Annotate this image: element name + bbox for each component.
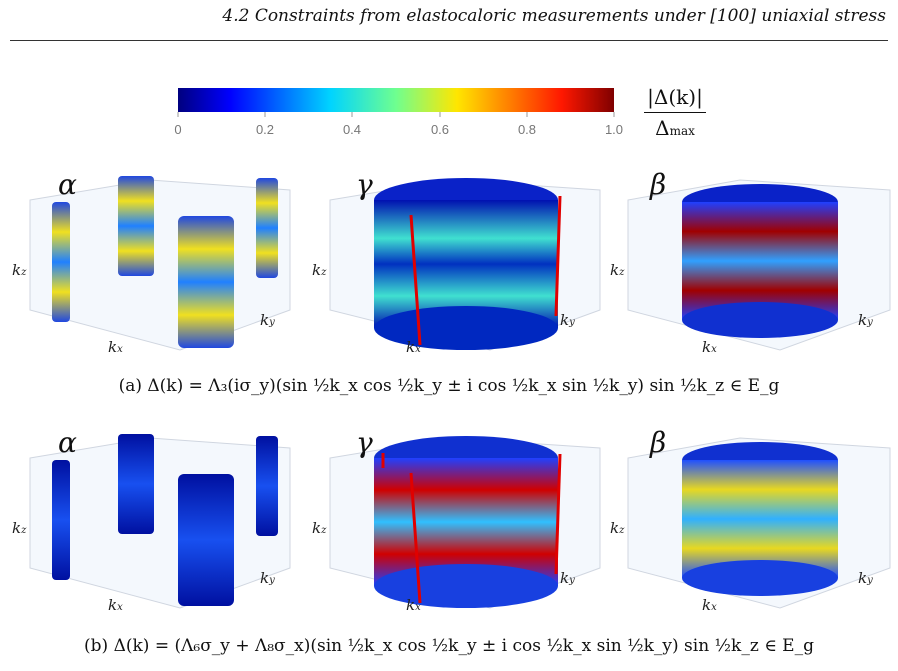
colorbar-tick-5: 1.0 xyxy=(605,122,623,137)
colorbar: 0 0.2 0.4 0.6 0.8 1.0 xyxy=(174,88,623,137)
red-line-1 xyxy=(409,214,422,346)
axis-kx-a-beta: kx xyxy=(702,338,717,356)
panel-label-gamma: γ xyxy=(356,168,373,201)
panel-b-gamma: γ kz kx ky xyxy=(312,426,601,614)
svg-text:ky: ky xyxy=(260,569,275,587)
panel-a-beta: β kz kx ky xyxy=(610,168,891,356)
svg-text:kz: kz xyxy=(12,519,27,537)
panel-b-beta: β kz kx ky xyxy=(610,426,891,614)
svg-text:kx: kx xyxy=(702,596,717,614)
axis-kz-a-beta: kz xyxy=(610,261,625,279)
axis-ky-a-alpha: ky xyxy=(260,311,275,329)
caption-a: (a) Δ(k) = Λ₃(iσ_y)(sin ½k_x cos ½k_y ± … xyxy=(118,376,780,396)
axis-ky-a-gamma: ky xyxy=(560,311,575,329)
colorbar-gradient xyxy=(178,88,614,112)
axis-kz-a-alpha: kz xyxy=(12,261,27,279)
fermi-sheet-alpha-2 xyxy=(118,176,154,276)
colorbar-tick-1: 0.2 xyxy=(256,122,274,137)
panel-label-alpha: α xyxy=(58,168,77,201)
axis-kx-a-alpha: kx xyxy=(108,338,123,356)
fermi-sheet-alpha-3 xyxy=(178,216,234,348)
panel-a-alpha: α kz kx ky xyxy=(12,168,291,356)
figure-row-b: α kz kx ky γ kz kx ky β kz kx ky xyxy=(12,426,891,614)
svg-text:kx: kx xyxy=(108,596,123,614)
fermi-sheet-alpha-1 xyxy=(52,202,70,322)
panel-label-alpha-b: α xyxy=(58,426,77,459)
colorbar-tick-0: 0 xyxy=(174,122,181,137)
colorbar-label: |Δ(k)| Δmax xyxy=(640,84,710,144)
svg-text:ky: ky xyxy=(858,569,873,587)
colorbar-ticks xyxy=(177,112,615,117)
fermi-sheet-beta xyxy=(682,202,838,320)
panel-a-gamma: γ kz kx ky xyxy=(312,168,601,356)
header-rule xyxy=(10,40,888,41)
axis-kx-a-gamma: kx xyxy=(406,338,421,356)
colorbar-tick-3: 0.6 xyxy=(431,122,449,137)
svg-text:kx: kx xyxy=(406,596,421,614)
axis-kz-a-gamma: kz xyxy=(312,261,327,279)
red-line-2 xyxy=(554,195,562,317)
panel-label-gamma-b: γ xyxy=(356,426,373,459)
colorbar-tick-2: 0.4 xyxy=(343,122,361,137)
colorbar-label-numerator: |Δ(k)| xyxy=(647,85,703,109)
svg-text:kz: kz xyxy=(312,519,327,537)
fermi-sheet-alpha-4 xyxy=(256,178,278,278)
running-header: 4.2 Constraints from elastocaloric measu… xyxy=(222,6,886,26)
caption-b: (b) Δ(k) = (Λ₆σ_y + Λ₈σ_x)(sin ½k_x cos … xyxy=(84,636,814,656)
colorbar-tick-4: 0.8 xyxy=(518,122,536,137)
colorbar-label-denominator-sub: max xyxy=(669,124,695,138)
svg-text:kz: kz xyxy=(610,519,625,537)
colorbar-label-denominator: Δ xyxy=(655,116,670,140)
panel-b-alpha: α kz kx ky xyxy=(12,426,291,614)
figure-row-a: α kz kx ky γ kz kx ky β kz kx ky xyxy=(12,168,891,356)
svg-text:ky: ky xyxy=(560,569,575,587)
panel-label-beta-b: β xyxy=(649,426,666,459)
panel-label-beta: β xyxy=(649,168,666,201)
axis-ky-a-beta: ky xyxy=(858,311,873,329)
